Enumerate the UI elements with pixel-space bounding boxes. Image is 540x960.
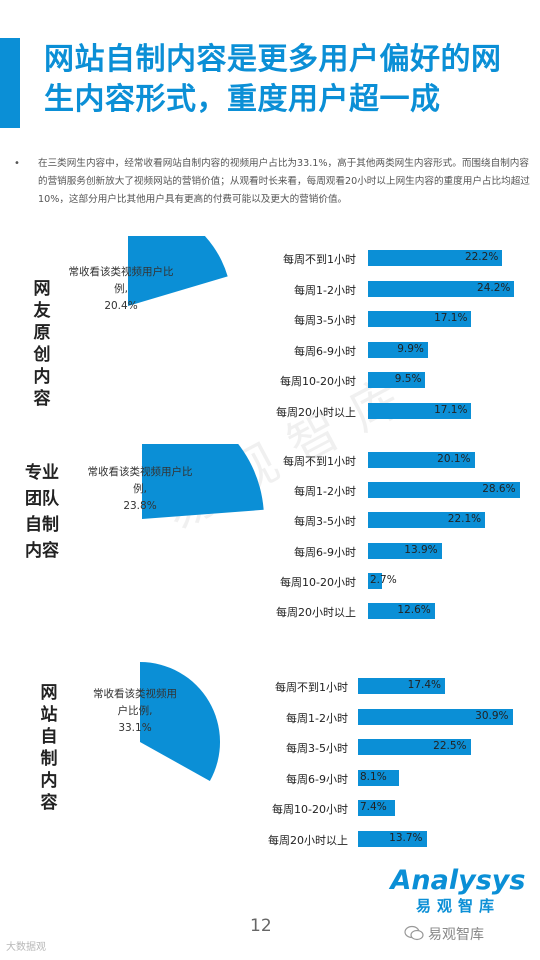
intro-paragraph: 在三类网生内容中，经常收看网站自制内容的视频用户占比为33.1%，高于其他两类网… (38, 158, 530, 205)
bar-value-label: 9.5% (394, 373, 422, 385)
bar-value-label: 20.1% (437, 453, 471, 465)
bar (358, 708, 513, 725)
bar (368, 311, 472, 327)
bar-value-label: 17.1% (434, 312, 468, 324)
bar-category-label: 每周1-2小时 (286, 711, 348, 725)
bar-category-label: 每周20小时以上 (268, 833, 348, 847)
bar-category-label: 每周不到1小时 (275, 681, 348, 694)
bar (358, 830, 427, 847)
bar (368, 452, 475, 468)
bar (358, 769, 399, 786)
footer-account-name: 易观智库 (428, 927, 484, 943)
pie-value: 33.1% (118, 722, 152, 734)
pie-sector (128, 236, 228, 306)
bar-value-label: 13.7% (389, 831, 423, 844)
bar-value-label: 24.2% (477, 281, 511, 294)
pie-sector-path (142, 444, 264, 519)
bar-value-label: 30.9% (475, 709, 509, 722)
bar-category-label: 每周不到1小时 (283, 253, 356, 266)
bar-value-label: 17.1% (434, 403, 468, 416)
pie-sector (142, 444, 264, 519)
bar-value-label: 22.1% (447, 513, 482, 526)
bar-category-label: 每周3-5小时 (286, 742, 348, 755)
bar-category-label: 每周不到1小时 (283, 455, 356, 468)
page-number: 12 (250, 916, 272, 936)
pie-sector-path (128, 236, 228, 306)
page-title: 网站自制内容是更多用户偏好的网 生内容形式，重度用户超一成 (44, 40, 534, 120)
pie-label: 常收看该类视频用户比例, 33.1% (92, 686, 178, 737)
bar (368, 341, 428, 358)
pie-value: 23.8% (123, 500, 157, 512)
group-label: 网友原创内容 (33, 279, 51, 409)
wechat-icon (404, 925, 424, 941)
bar-value-label: 28.6% (482, 483, 516, 496)
bar-category-label: 每周3-5小时 (294, 515, 356, 529)
bar-category-label: 每周10-20小时 (280, 375, 356, 388)
pie-sector (140, 662, 220, 781)
bar (368, 402, 472, 419)
bar-category-label: 每周1-2小时 (294, 485, 356, 499)
analysys-logo: Analysys 易观智库 (388, 866, 528, 916)
bar-list: 每周不到1小时 22.2% 每周1-2小时 24.2% 每周3-5小时 17.1% 每周6-… (0, 246, 540, 426)
title-line-1: 网站自制内容是更多用户偏好的网 (44, 42, 502, 77)
bar (358, 739, 471, 755)
group-label: 网站自制内容 (40, 683, 58, 813)
bar-value-label: 22.5% (433, 740, 467, 752)
bar-category-label: 每周6-9小时 (294, 545, 356, 559)
bar (368, 572, 383, 589)
pie-label: 常收看该类视频用户比例, 23.8% (84, 464, 196, 515)
footer-source-watermark: 大数据观 (6, 942, 46, 953)
bar (358, 800, 395, 816)
bar (368, 372, 426, 388)
bar (368, 250, 503, 266)
pie-sector-path (140, 662, 220, 781)
bar (368, 512, 486, 529)
group-label: 专业团队自制内容 (25, 463, 59, 561)
bar-category-label: 每周6-9小时 (294, 344, 356, 358)
bar (358, 678, 445, 694)
bar (368, 280, 515, 297)
title-accent-bar (0, 38, 20, 128)
bar-value-label: 17.4% (407, 679, 441, 691)
bar-value-label: 2.7% (370, 573, 397, 586)
pie-label-text: 常收看该类视频用户比例, (93, 688, 177, 717)
bar-category-label: 每周1-2小时 (294, 283, 356, 297)
bar-value-label: 9.9% (397, 342, 424, 355)
logo-subtitle: 易观智库 (415, 897, 500, 915)
bar-value-label: 13.9% (404, 543, 438, 556)
bar (368, 542, 442, 559)
bar-category-label: 每周20小时以上 (276, 405, 356, 419)
bar-value-label: 7.4% (360, 801, 387, 813)
pie-label-text: 常收看该类视频用户比例, (68, 266, 174, 295)
bar-category-label: 每周10-20小时 (280, 575, 356, 589)
logo-wordmark: Analysys (390, 865, 526, 896)
bar-category-label: 每周3-5小时 (294, 314, 356, 327)
chart-panel-2: 专业团队自制内容 常收看该类视频用户比例, 23.8% 每周不到1小时 20.1%… (0, 440, 540, 640)
pie-label-text: 常收看该类视频用户比例, (87, 466, 193, 495)
bar-value-label: 22.2% (464, 251, 499, 263)
bar (368, 482, 520, 499)
intro-bullet: • (14, 158, 20, 169)
bar-category-label: 每周10-20小时 (272, 803, 348, 816)
chart-panel-1: 网友原创内容 常收看该类视频用户比例, 20.4% 每周不到1小时 22.2% 每周… (0, 232, 540, 432)
chart-panel-3: 网站自制内容 常收看该类视频用户比例, 33.1% 每周不到1小时 17.4% 每周… (0, 660, 540, 860)
bar-category-label: 每周20小时以上 (276, 606, 356, 619)
bar-value-label: 12.6% (397, 604, 431, 616)
bar-list: 每周不到1小时 20.1% 每周1-2小时 28.6% 每周3-5小时 22.1% 每周6-… (0, 448, 540, 628)
title-line-2: 生内容形式，重度用户超一成 (44, 82, 441, 117)
pie-label: 常收看该类视频用户比例, 20.4% (66, 264, 176, 315)
bar-category-label: 每周6-9小时 (286, 772, 348, 786)
pie-value: 20.4% (104, 300, 138, 312)
bar-value-label: 8.1% (360, 770, 387, 783)
bar (368, 603, 435, 619)
bar-list: 每周不到1小时 17.4% 每周1-2小时 30.9% 每周3-5小时 22.5% 每周6-… (0, 674, 540, 854)
